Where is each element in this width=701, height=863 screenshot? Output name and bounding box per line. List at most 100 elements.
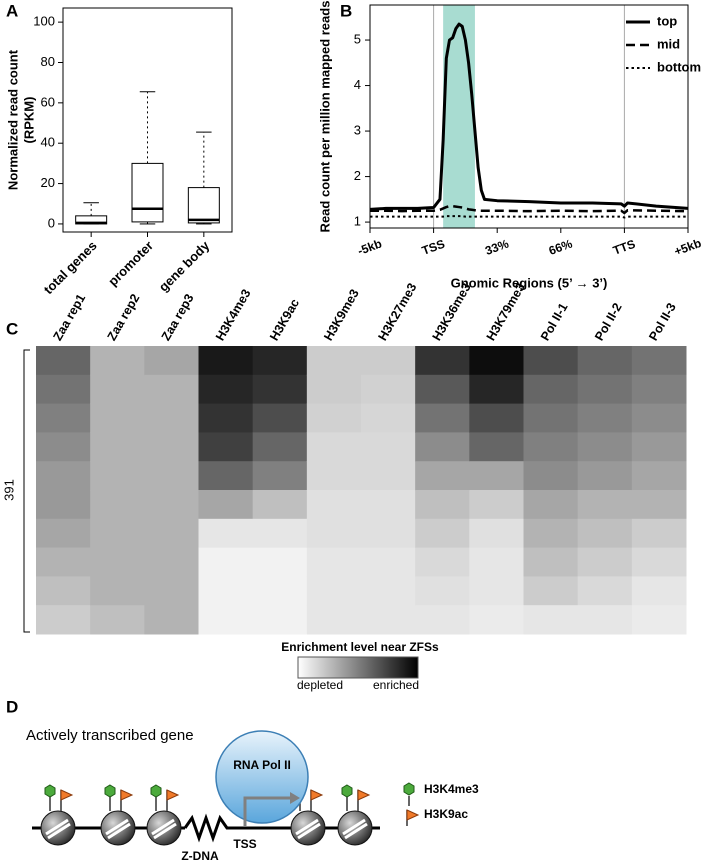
heat-cell: [469, 346, 524, 376]
heat-cell: [361, 432, 416, 462]
line-series: [370, 215, 688, 219]
colorbar: [297, 656, 419, 679]
heat-cell: [36, 346, 91, 376]
heat-cell: [415, 605, 470, 635]
heat-cell: [469, 490, 524, 520]
heat-cell: [523, 605, 579, 635]
heat-cell: [36, 490, 91, 520]
heat-cell: [361, 346, 416, 376]
heat-cell: [523, 346, 579, 376]
heat-cell: [306, 461, 362, 491]
x-tick-label: +5kb: [672, 236, 701, 259]
heat-cell: [631, 374, 687, 405]
heat-cell: [631, 461, 687, 491]
heat-cell: [90, 403, 145, 433]
heat-cell: [144, 374, 199, 405]
heat-cell: [631, 432, 687, 462]
heat-cell: [90, 576, 145, 606]
heat-cell: [252, 605, 308, 635]
heat-cell: [469, 576, 524, 606]
heat-cell: [415, 490, 470, 520]
heat-cell: [577, 490, 633, 520]
heat-cell: [415, 374, 470, 405]
heat-cell: [252, 461, 308, 491]
tss-arrow: [243, 796, 290, 826]
heat-cell: [361, 547, 416, 577]
heat-cell: [36, 403, 91, 433]
nucleosome: [336, 783, 374, 847]
heat-cell: [523, 490, 579, 520]
heat-cell: [144, 403, 199, 433]
heat-cell: [415, 432, 470, 462]
heat-cell: [252, 490, 308, 520]
heat-cell: [577, 374, 633, 405]
heat-cell: [631, 403, 687, 433]
heat-cell: [361, 518, 416, 549]
y-tick-label: 1: [354, 214, 361, 229]
x-axis-label: Gnomic Regions (5’ → 3’): [451, 275, 608, 290]
heat-cell: [198, 403, 254, 433]
heat-cell: [523, 518, 579, 549]
heat-cell: [469, 374, 524, 405]
heat-cell: [577, 346, 633, 376]
heat-cell: [90, 432, 145, 462]
heat-cell: [523, 374, 579, 405]
y-tick-label: 80: [41, 54, 55, 69]
heat-cell: [198, 461, 254, 491]
heat-cell: [36, 374, 91, 405]
heat-cell: [306, 605, 362, 635]
heat-cell: [252, 576, 308, 606]
heat-cell: [577, 547, 633, 577]
heat-cell: [144, 461, 199, 491]
heat-cell: [415, 346, 470, 376]
dna-zdna: [183, 813, 380, 843]
heat-cell: [252, 374, 308, 405]
plot-frame: [369, 4, 689, 229]
legend-hexagon: [403, 782, 415, 796]
heat-cell: [361, 403, 416, 433]
heat-cell: [469, 605, 524, 635]
heat-cell: [198, 605, 254, 635]
legend-text: bottom: [657, 59, 701, 74]
heat-cell: [523, 432, 579, 462]
zdna-label: Z-DNA: [181, 849, 219, 863]
colorbar-label: enriched: [373, 678, 419, 692]
heat-cell: [631, 346, 687, 376]
heat-cell: [198, 432, 254, 462]
heat-cell: [469, 403, 524, 433]
heat-cell: [198, 576, 254, 606]
heat-cell: [523, 403, 579, 433]
heat-cell: [469, 518, 524, 549]
heat-cell: [523, 547, 579, 577]
heat-cell: [306, 374, 362, 405]
heat-cell: [144, 432, 199, 462]
legend-text: H3K9ac: [424, 807, 468, 821]
x-tick-label: TSS: [420, 237, 447, 258]
heat-cell: [469, 432, 524, 462]
panel-label: D: [6, 697, 18, 716]
heat-cell: [36, 547, 91, 577]
heat-cell: [144, 490, 199, 520]
diagram-title: Actively transcribed gene: [26, 727, 194, 744]
line-series: [369, 22, 689, 211]
heat-cell: [469, 547, 524, 577]
column-label: Zaa rep3: [159, 292, 197, 344]
heat-cell: [252, 518, 308, 549]
heat-cell: [198, 374, 254, 405]
column-label: Pol II-2: [592, 301, 625, 344]
shade: [443, 5, 475, 228]
y-axis-label: Read count per million mapped reads: [317, 1, 332, 233]
y-tick-label: 4: [354, 77, 361, 92]
x-tick-label: TTS: [611, 237, 637, 258]
heat-cell: [631, 547, 687, 577]
panel-label: B: [340, 1, 352, 20]
x-tick-label: -5kb: [356, 236, 384, 258]
heat-cell: [252, 403, 308, 433]
heat-cell: [361, 461, 416, 491]
tss-label: TSS: [233, 837, 256, 851]
heat-cell: [361, 374, 416, 405]
row-bracket: [23, 349, 30, 633]
heat-cell: [144, 346, 199, 376]
heat-cell: [306, 547, 362, 577]
